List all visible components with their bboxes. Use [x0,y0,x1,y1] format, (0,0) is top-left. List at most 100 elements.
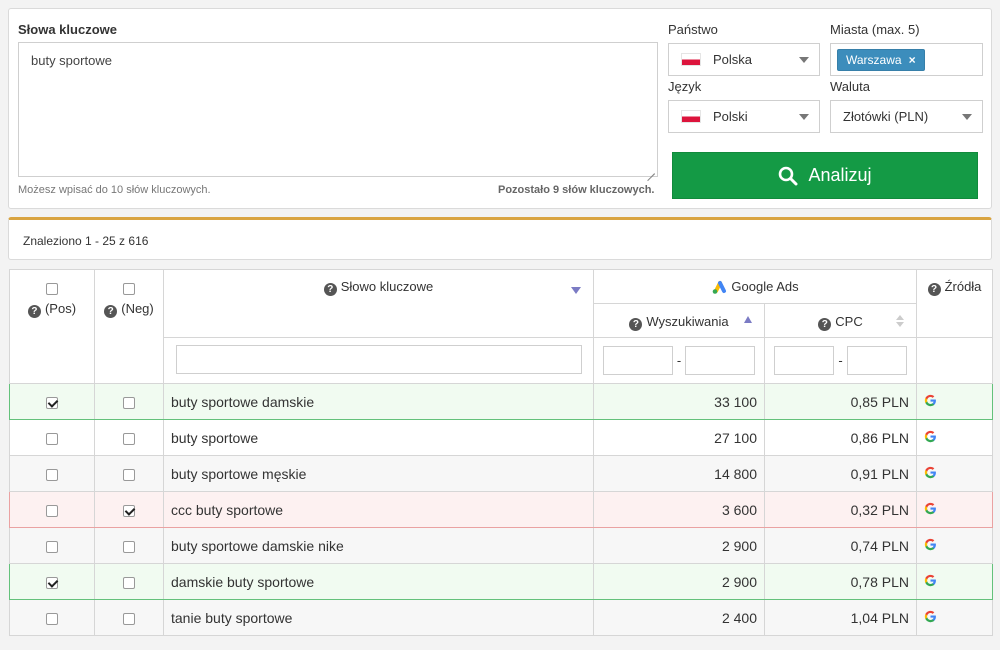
searches-header-label: Wyszukiwania [646,314,729,329]
sort-up-icon[interactable] [896,315,904,320]
country-value: Polska [713,52,753,67]
pos-checkbox[interactable] [46,540,58,553]
chevron-down-icon [799,56,809,63]
currency-value: Złotówki (PLN) [843,109,929,124]
neg-cell [94,491,164,528]
currency-select[interactable]: Złotówki (PLN) [830,100,983,133]
google-g-icon[interactable] [924,538,937,551]
neg-cell [94,563,164,600]
google-g-icon[interactable] [924,574,937,587]
neg-checkbox[interactable] [123,432,135,445]
range-separator: - [838,353,843,368]
neg-checkbox[interactable] [123,504,135,517]
sort-asc-icon[interactable] [744,316,752,323]
google-ads-header: Google Ads [593,269,917,304]
sources-cell [916,563,993,600]
results-summary: Znaleziono 1 - 25 z 616 [23,234,149,248]
remove-tag-icon[interactable]: × [908,53,916,67]
table-row: buty sportowe męskie 14 800 0,91 PLN [9,455,993,492]
sources-cell [916,527,993,564]
pos-checkbox[interactable] [46,504,58,517]
pos-checkbox[interactable] [46,468,58,481]
resize-handle-icon[interactable] [647,166,655,174]
pos-cell [9,455,95,492]
help-icon[interactable]: ? [927,283,941,296]
keyword-filter-input[interactable] [175,344,582,374]
google-g-icon[interactable] [924,430,937,443]
pos-checkbox[interactable] [46,432,58,445]
language-value: Polski [713,109,748,124]
pos-cell [9,383,95,420]
neg-cell [94,419,164,456]
help-icon[interactable]: ? [629,318,643,331]
pos-cell [9,599,95,636]
keywords-textarea[interactable]: buty sportowe [18,42,658,177]
cities-input[interactable]: Warszawa × [830,43,983,76]
google-g-icon[interactable] [924,502,937,515]
cpc-min-input[interactable] [774,346,835,375]
pos-cell [9,419,95,456]
searches-cell: 2 900 [593,527,765,564]
pos-cell [9,563,95,600]
neg-checkbox[interactable] [123,540,135,553]
sources-cell [916,491,993,528]
searches-min-input[interactable] [602,346,673,375]
country-label: Państwo [668,22,718,37]
neg-checkbox[interactable] [123,468,135,481]
sort-desc-icon[interactable] [571,287,581,294]
pos-cell [9,491,95,528]
search-panel: Słowa kluczowe buty sportowe Możesz wpis… [8,8,992,209]
help-icon[interactable]: ? [323,283,337,296]
range-separator: - [676,353,682,368]
sources-filter-cell [916,337,993,384]
google-g-icon[interactable] [924,466,937,479]
searches-cell: 33 100 [593,383,765,420]
searches-cell: 3 600 [593,491,765,528]
sources-header-label: Źródła [944,279,982,294]
cpc-max-input[interactable] [846,346,907,375]
help-icon[interactable]: ? [27,305,41,318]
help-icon[interactable]: ? [104,305,118,318]
select-all-pos-checkbox[interactable] [46,282,58,295]
google-g-icon[interactable] [924,394,937,407]
keywords-value: buty sportowe [31,53,112,68]
searches-filter-cell: - [593,337,765,384]
cpc-header[interactable]: ? CPC [764,303,917,338]
help-icon[interactable]: ? [818,318,832,331]
searches-header[interactable]: ? Wyszukiwania [593,303,765,338]
sort-down-icon[interactable] [896,322,904,327]
google-g-icon[interactable] [924,610,937,623]
table-row: tanie buty sportowe 2 400 1,04 PLN [9,599,993,636]
pos-checkbox[interactable] [46,576,58,589]
country-select[interactable]: Polska [668,43,820,76]
keyword-cell: damskie buty sportowe [163,563,594,600]
keywords-label: Słowa kluczowe [18,22,117,37]
pos-checkbox[interactable] [46,396,58,409]
searches-max-input[interactable] [685,346,756,375]
select-all-neg-checkbox[interactable] [123,282,135,295]
neg-checkbox[interactable] [123,576,135,589]
city-tag-label: Warszawa [846,53,902,67]
keyword-cell: buty sportowe damskie nike [163,527,594,564]
keyword-cell: buty sportowe [163,419,594,456]
pos-checkbox[interactable] [46,612,58,625]
keyword-header[interactable]: ? Słowo kluczowe [163,269,594,338]
neg-checkbox[interactable] [123,612,135,625]
analyze-button[interactable]: Analizuj [672,152,978,199]
keywords-remaining: Pozostało 9 słów kluczowych. [498,184,655,196]
google-ads-icon [713,280,727,294]
table-row: ccc buty sportowe 3 600 0,32 PLN [9,491,993,528]
cpc-cell: 0,91 PLN [764,455,917,492]
currency-label: Waluta [830,79,870,94]
poland-flag-icon [681,53,701,66]
neg-checkbox[interactable] [123,396,135,409]
keyword-cell: buty sportowe męskie [163,455,594,492]
neg-cell [94,599,164,636]
cpc-cell: 0,74 PLN [764,527,917,564]
cpc-cell: 0,78 PLN [764,563,917,600]
neg-cell [94,383,164,420]
language-select[interactable]: Polski [668,100,820,133]
cpc-cell: 0,32 PLN [764,491,917,528]
sources-cell [916,599,993,636]
searches-cell: 14 800 [593,455,765,492]
